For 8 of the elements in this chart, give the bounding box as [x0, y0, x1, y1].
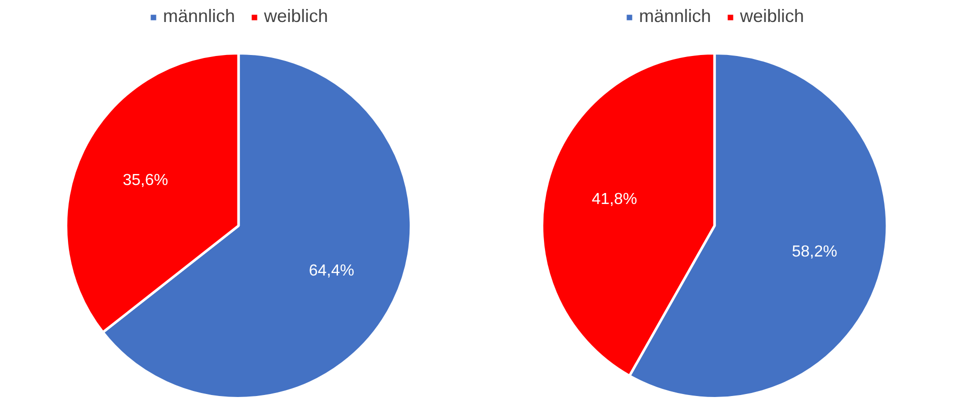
data-label: 35,6%	[122, 172, 168, 190]
legend-label: weiblich	[264, 6, 328, 27]
data-label: 64,4%	[308, 262, 354, 280]
legend-label: weiblich	[740, 6, 804, 27]
data-label: 58,2%	[792, 243, 838, 260]
legend-label: männlich	[162, 6, 236, 27]
data-label: 41,8%	[592, 190, 638, 208]
legend-label: männlich	[638, 6, 712, 27]
